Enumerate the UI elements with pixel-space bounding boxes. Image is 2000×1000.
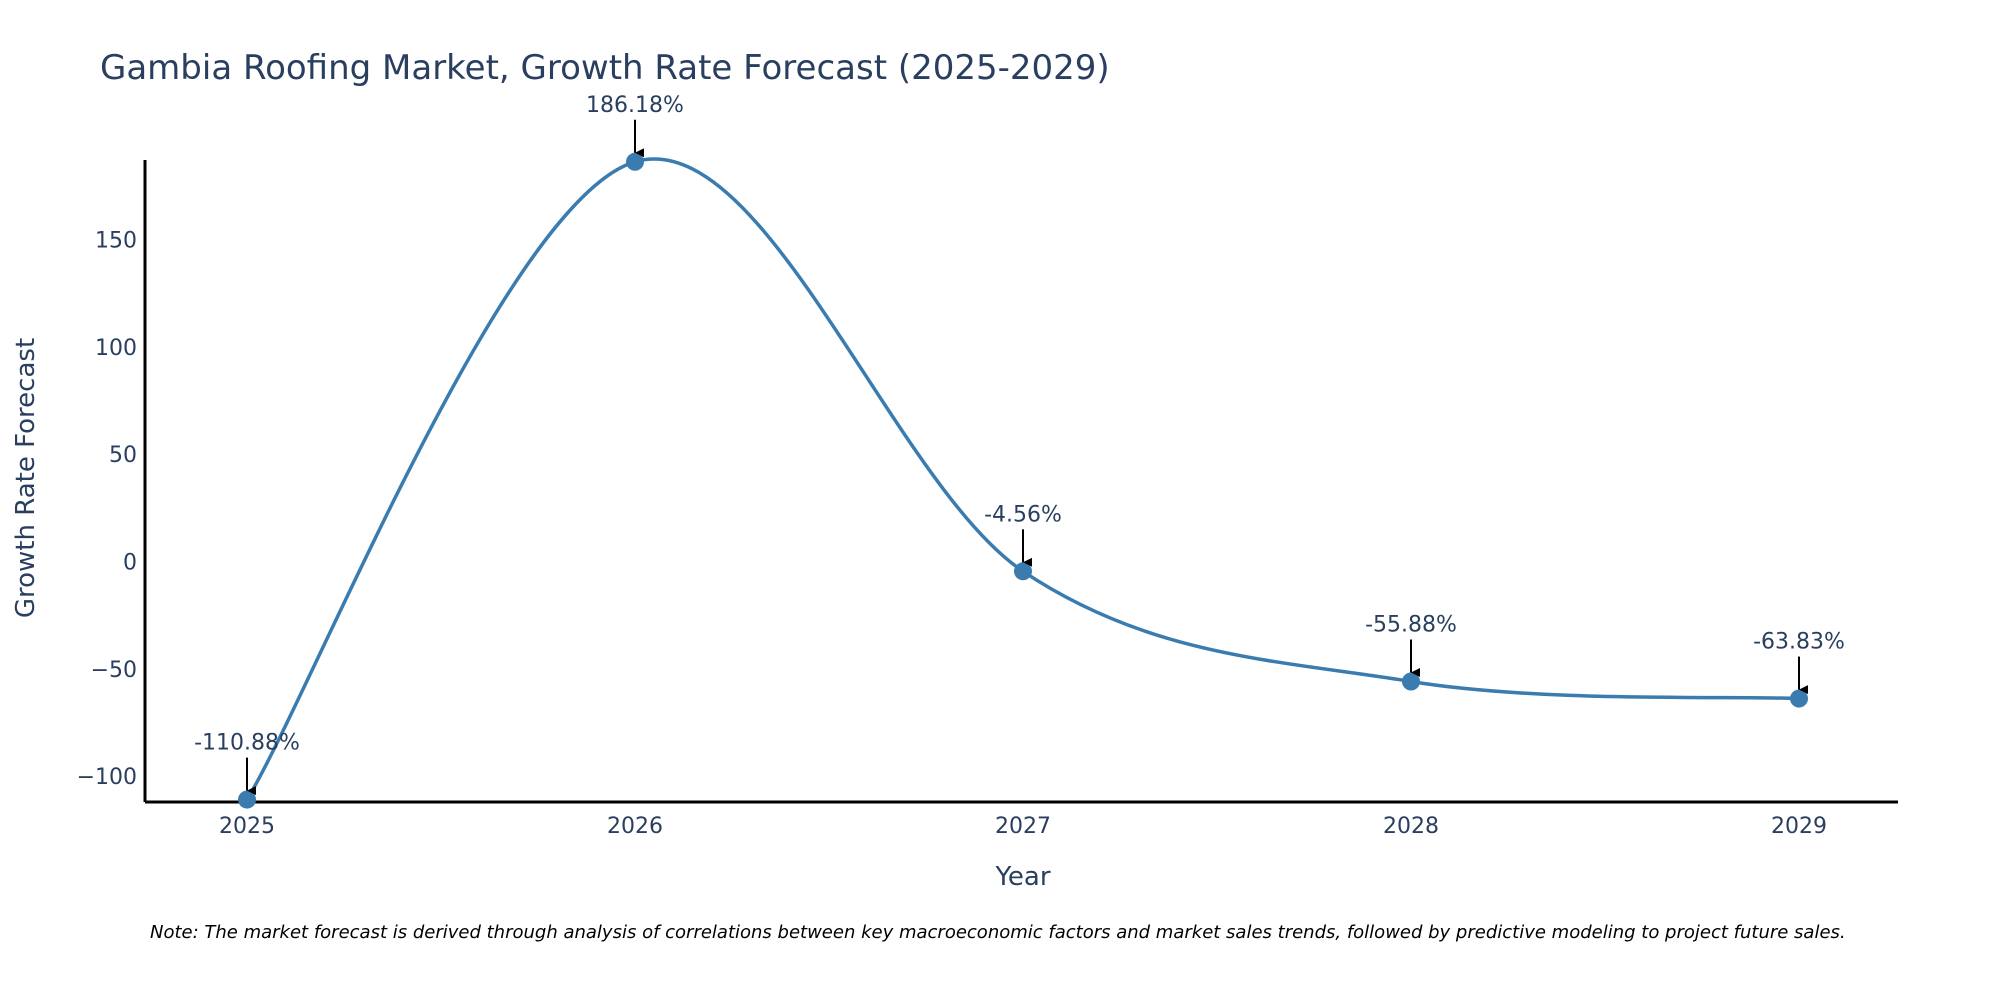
x-tick-label: 2027 bbox=[995, 814, 1051, 839]
data-point bbox=[1402, 672, 1420, 691]
series-line bbox=[245, 157, 1800, 801]
data-point bbox=[626, 152, 644, 171]
data-point bbox=[1790, 689, 1808, 708]
x-axis-title: Year bbox=[994, 862, 1050, 892]
chart-title: Gambia Roofing Market, Growth Rate Forec… bbox=[100, 48, 1110, 88]
y-tick-label: 0 bbox=[123, 551, 137, 576]
data-label: -4.56% bbox=[984, 502, 1062, 527]
x-tick-label: 2025 bbox=[219, 814, 275, 839]
data-point bbox=[1014, 562, 1032, 581]
tick-labels: −100 −50 0 50 100 150 2025 2026 2027 2028 2029 bbox=[77, 228, 1827, 839]
axes bbox=[143, 160, 1898, 804]
y-axis-title: Growth Rate Forecast bbox=[11, 338, 41, 618]
y-tick-label: −50 bbox=[91, 658, 137, 683]
data-label: -110.88% bbox=[194, 731, 300, 756]
series-line-group bbox=[238, 152, 1808, 809]
data-annotations: -110.88% 186.18% -4.56% -55.88% -63.83% bbox=[194, 93, 1845, 796]
y-tick-label: 150 bbox=[95, 228, 137, 253]
data-label: -63.83% bbox=[1753, 630, 1845, 655]
y-tick-label: 100 bbox=[95, 336, 137, 361]
x-tick-label: 2029 bbox=[1771, 814, 1827, 839]
data-point bbox=[238, 790, 256, 809]
x-tick-label: 2028 bbox=[1383, 814, 1439, 839]
data-label: -55.88% bbox=[1365, 613, 1457, 638]
x-tick-label: 2026 bbox=[607, 814, 663, 839]
footnote: Note: The market forecast is derived thr… bbox=[150, 922, 1846, 943]
data-label: 186.18% bbox=[586, 93, 684, 118]
y-tick-label: 50 bbox=[109, 443, 137, 468]
y-tick-label: −100 bbox=[77, 765, 137, 790]
